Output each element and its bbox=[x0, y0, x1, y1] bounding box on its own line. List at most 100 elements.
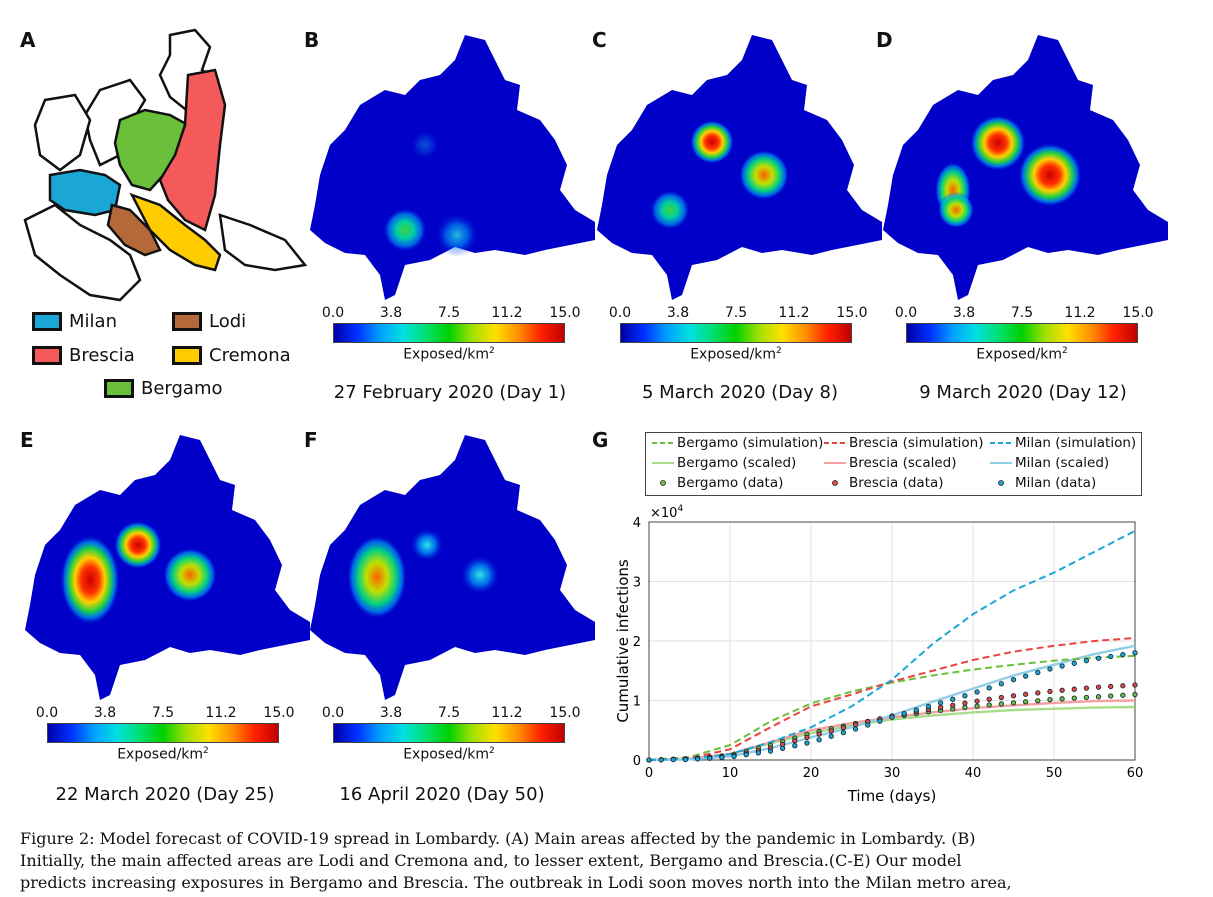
legend-label: Brescia (data) bbox=[849, 475, 944, 491]
data-point-milan bbox=[670, 756, 676, 763]
data-point-milan bbox=[707, 755, 713, 761]
exposure-map-f bbox=[310, 435, 595, 700]
panel-label-e: E bbox=[20, 428, 34, 452]
colorbar-tick: 3.8 bbox=[93, 705, 117, 721]
province-pavia bbox=[23, 203, 142, 302]
colorbar-gradient bbox=[47, 723, 279, 743]
legend-entry: Milan (simulation) bbox=[990, 435, 1136, 451]
data-point-milan bbox=[1120, 652, 1126, 658]
data-point-brescia bbox=[1108, 683, 1114, 690]
data-point-bergamo bbox=[1132, 691, 1138, 698]
legend-entry: Brescia (simulation) bbox=[824, 435, 984, 451]
data-point-bergamo bbox=[1035, 698, 1041, 704]
data-point-brescia bbox=[792, 738, 798, 744]
data-point-bergamo bbox=[974, 703, 980, 709]
data-point-milan bbox=[950, 696, 956, 702]
series-brescia-simulation bbox=[648, 637, 1136, 761]
data-point-bergamo bbox=[962, 704, 968, 711]
data-point-brescia bbox=[852, 721, 859, 728]
data-point-brescia bbox=[1132, 682, 1138, 688]
y-multiplier: ×104 bbox=[650, 504, 683, 521]
data-point-milan bbox=[1071, 660, 1077, 666]
data-point-milan bbox=[731, 753, 737, 760]
x-tick-label: 10 bbox=[722, 766, 739, 781]
plot-frame bbox=[648, 521, 1136, 761]
colorbar-tick: 7.5 bbox=[437, 305, 461, 321]
hotspot-bergamo-b bbox=[410, 130, 440, 160]
data-point-brescia bbox=[804, 734, 810, 741]
data-point-milan bbox=[889, 714, 895, 720]
hotspot-milan-south-d bbox=[938, 192, 974, 228]
legend-key-dot-brescia bbox=[832, 480, 838, 486]
data-point-milan bbox=[1059, 663, 1065, 669]
panel-label-f: F bbox=[304, 428, 318, 452]
legend-entry: Bergamo (simulation) bbox=[652, 435, 823, 451]
colorbar-tick: 0.0 bbox=[894, 305, 918, 321]
chart-legend: Bergamo (simulation) Brescia (simulation… bbox=[645, 432, 1142, 496]
legend-label: Brescia (simulation) bbox=[849, 435, 984, 451]
y-tick-label: 0 bbox=[633, 754, 641, 769]
data-point-milan bbox=[658, 757, 664, 763]
chart-series bbox=[646, 530, 1138, 763]
colorbar-ticks: 0.0 3.8 7.5 11.2 15.0 bbox=[322, 305, 581, 323]
colorbar-gradient bbox=[333, 723, 565, 743]
data-point-milan bbox=[682, 756, 689, 763]
hotspot-bergamo-c bbox=[690, 120, 734, 164]
data-point-milan bbox=[767, 748, 774, 754]
region-brescia bbox=[158, 68, 227, 232]
hotspot-cremona-b bbox=[435, 213, 479, 257]
data-point-bergamo bbox=[1108, 693, 1114, 699]
colorbar-tick: 15.0 bbox=[1122, 305, 1154, 321]
panel-label-d: D bbox=[876, 28, 893, 52]
legend-label-lodi: Lodi bbox=[209, 311, 247, 332]
colorbar-gradient bbox=[333, 323, 565, 343]
colorbar-tick: 3.8 bbox=[379, 305, 403, 321]
colorbar-d: 0.0 3.8 7.5 11.2 15.0 Exposed/km2 bbox=[895, 305, 1154, 363]
panel-label-a: A bbox=[20, 28, 36, 52]
colorbar-tick: 11.2 bbox=[778, 305, 810, 321]
data-point-bergamo bbox=[998, 701, 1004, 707]
legend-swatch-milan bbox=[32, 312, 62, 331]
data-point-milan bbox=[1035, 669, 1041, 676]
x-tick-label: 20 bbox=[803, 766, 820, 781]
colorbar-unit: Exposed/km2 bbox=[333, 346, 565, 363]
colorbar-tick: 11.2 bbox=[205, 705, 237, 721]
lombardy-region-map bbox=[23, 28, 308, 302]
legend-label: Bergamo (data) bbox=[677, 475, 784, 491]
data-point-milan bbox=[828, 733, 834, 739]
legend-label-milan: Milan bbox=[69, 311, 117, 332]
data-point-brescia bbox=[962, 700, 968, 706]
colorbar-tick: 7.5 bbox=[437, 705, 461, 721]
data-point-brescia bbox=[986, 696, 992, 702]
data-point-bergamo bbox=[986, 702, 992, 708]
exposure-map-b bbox=[310, 35, 595, 300]
hotspot-bergamo-d bbox=[970, 115, 1026, 171]
data-point-brescia bbox=[974, 698, 980, 704]
legend-label-cremona: Cremona bbox=[209, 345, 291, 366]
legend-item-milan: Milan bbox=[32, 311, 117, 332]
colorbar-tick: 15.0 bbox=[549, 705, 581, 721]
data-point-milan bbox=[1022, 673, 1029, 679]
colorbar-unit-sup: 2 bbox=[1062, 346, 1068, 356]
data-point-milan bbox=[901, 710, 907, 717]
hotspot-brescia-c bbox=[739, 150, 789, 200]
caption-line: Initially, the main affected areas are L… bbox=[20, 851, 962, 870]
province-varese bbox=[33, 93, 92, 172]
data-point-bergamo bbox=[1059, 696, 1065, 702]
colorbar-tick: 0.0 bbox=[321, 305, 345, 321]
date-label-e: 22 March 2020 (Day 25) bbox=[55, 784, 275, 805]
data-point-milan bbox=[779, 745, 786, 752]
caption-line: predicts increasing exposures in Bergamo… bbox=[20, 873, 1012, 892]
legend-item-lodi: Lodi bbox=[172, 311, 246, 332]
colorbar-tick: 0.0 bbox=[321, 705, 345, 721]
data-point-brescia bbox=[1083, 685, 1090, 691]
date-label-c: 5 March 2020 (Day 8) bbox=[641, 382, 839, 403]
legend-item-brescia: Brescia bbox=[32, 345, 135, 366]
legend-entry: Milan (scaled) bbox=[990, 455, 1109, 471]
colorbar-ticks: 0.0 3.8 7.5 11.2 15.0 bbox=[609, 305, 868, 323]
data-point-brescia bbox=[1010, 693, 1017, 699]
colorbar-unit: Exposed/km2 bbox=[47, 746, 279, 763]
colorbar-unit-text: Exposed/km bbox=[976, 346, 1063, 363]
data-point-milan bbox=[719, 754, 725, 761]
legend-entry: Brescia (data) bbox=[824, 475, 944, 491]
